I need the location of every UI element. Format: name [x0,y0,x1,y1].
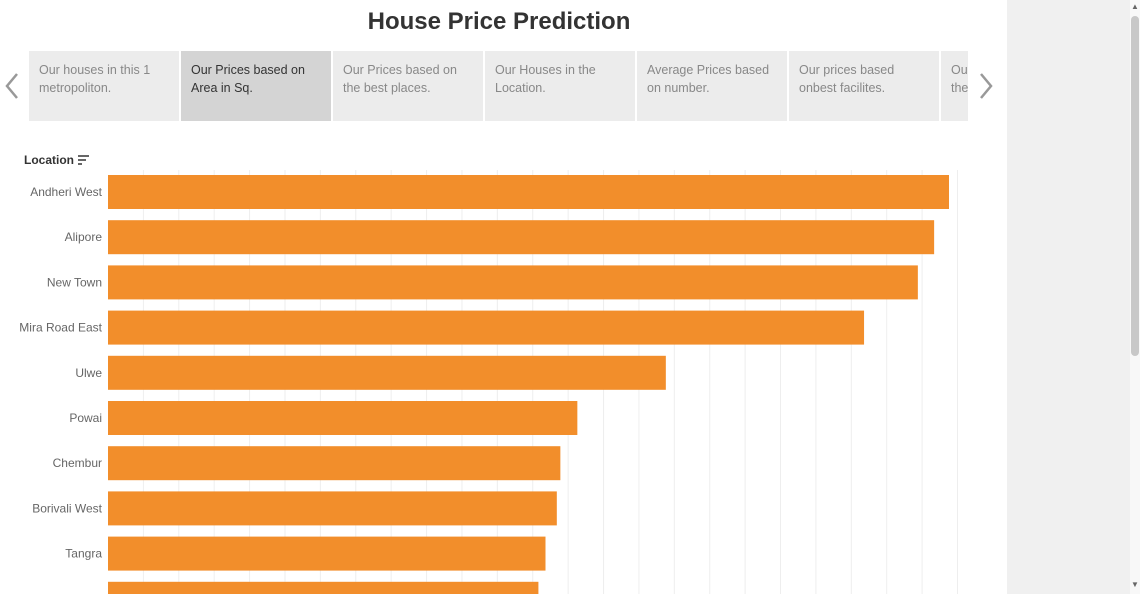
story-tab-7[interactable]: Our Prices based on the places. [941,51,968,121]
category-label: Alipore [65,230,103,244]
right-panel [1007,0,1130,594]
story-tab-3[interactable]: Our Prices based on the best places. [333,51,483,121]
y-axis-header[interactable]: Location [24,153,90,167]
story-tab-6[interactable]: Our prices based onbest facilites. [789,51,939,121]
bar-powai[interactable] [108,401,578,435]
story-tab-4[interactable]: Our Houses in the Location. [485,51,635,121]
category-label: Tangra [65,547,102,561]
category-label: Chembur [53,456,102,470]
bar-borivali-west[interactable] [108,491,557,526]
bar-chart: Andheri West Alipore New Town Mira Road Eas… [19,170,958,594]
chevron-left-icon [5,73,18,99]
category-label: Mira Road East [19,321,102,335]
category-label: Borivali West [32,501,102,515]
bar-ulwe[interactable] [108,355,666,390]
bar-andheri-west[interactable] [108,175,949,209]
chevron-right-icon [980,73,993,99]
bar-new-town[interactable] [108,265,918,300]
story-tab-2[interactable]: Our Prices based on Area in Sq. [181,51,331,121]
category-label: New Town [47,275,102,289]
category-label: Ulwe [75,366,102,380]
bar-chembur[interactable] [108,446,561,481]
bar-row-10[interactable] [108,581,539,594]
story-next-button[interactable] [975,66,997,106]
category-label: Andheri West [30,185,102,199]
story-navigator: Our houses in this 1 metropoliton. Our Pr… [29,51,968,121]
story-tab-1[interactable]: Our houses in this 1 metropoliton. [29,51,179,121]
page-title: House Price Prediction [367,8,631,35]
bar-alipore[interactable] [108,220,935,255]
category-label: Powai [69,411,102,425]
story-prev-button[interactable] [1,66,23,106]
scroll-up-icon[interactable]: ▲ [1131,2,1139,11]
story-tab-5[interactable]: Average Prices based on number. [637,51,787,121]
bar-tangra[interactable] [108,536,546,571]
scrollbar-thumb[interactable] [1131,16,1139,356]
scroll-down-icon[interactable]: ▼ [1131,580,1139,589]
bar-mira-road-east[interactable] [108,310,865,345]
y-axis-header-label: Location [24,153,74,167]
sort-icon[interactable] [78,155,90,165]
